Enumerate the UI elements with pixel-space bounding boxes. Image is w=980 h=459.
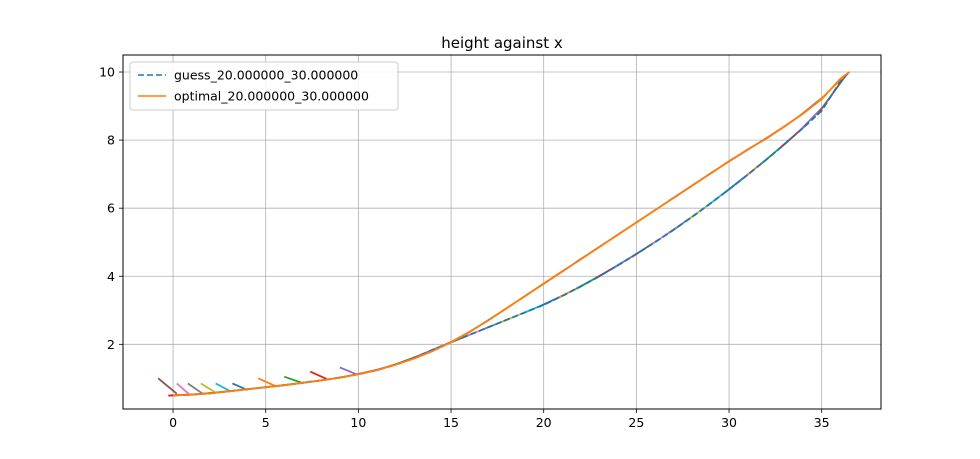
tangent-segment bbox=[200, 382, 217, 394]
tangent-segment bbox=[215, 382, 231, 393]
grid bbox=[123, 55, 881, 409]
tangent-segment bbox=[309, 370, 328, 380]
series-line-guess bbox=[173, 71, 851, 397]
legend-label-guess: guess_20.000000_30.000000 bbox=[174, 68, 358, 83]
chart-title: height against x bbox=[441, 34, 563, 52]
x-tick-label: 20 bbox=[536, 415, 552, 430]
y-tick-label: 10 bbox=[99, 65, 115, 80]
tangent-segment bbox=[339, 366, 357, 376]
y-tick-label: 6 bbox=[107, 201, 115, 216]
plot-area-frame bbox=[122, 54, 882, 410]
tangent-segment bbox=[176, 382, 191, 396]
tangent-segment bbox=[157, 377, 178, 395]
x-tick-label: 30 bbox=[721, 415, 737, 430]
x-tick-label: 10 bbox=[350, 415, 366, 430]
series-line-optimal bbox=[173, 71, 851, 397]
y-axis: 2 4 6 8 10 bbox=[99, 65, 123, 352]
y-tick-label: 8 bbox=[107, 133, 115, 148]
tangent-segment bbox=[257, 377, 276, 387]
x-axis: 0 5 10 15 20 25 30 35 bbox=[169, 409, 830, 430]
x-tick-label: 25 bbox=[628, 415, 644, 430]
x-tick-label: 0 bbox=[169, 415, 177, 430]
x-tick-label: 15 bbox=[443, 415, 459, 430]
x-tick-label: 35 bbox=[814, 415, 830, 430]
tangent-segment bbox=[187, 382, 204, 395]
y-tick-label: 4 bbox=[107, 269, 115, 284]
legend-box bbox=[129, 61, 399, 111]
tangent-segment bbox=[283, 375, 302, 384]
series-lines bbox=[173, 71, 851, 397]
y-tick-label: 2 bbox=[107, 337, 115, 352]
legend-label-optimal: optimal_20.000000_30.000000 bbox=[174, 89, 369, 104]
legend: guess_20.000000_30.000000 optimal_20.000… bbox=[129, 61, 399, 111]
x-tick-label: 5 bbox=[262, 415, 270, 430]
